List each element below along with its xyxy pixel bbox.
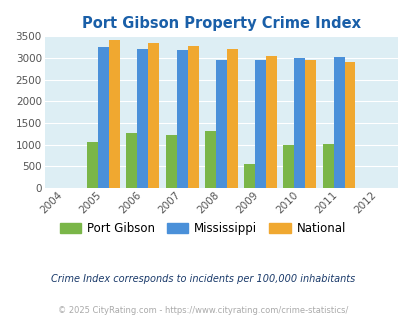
- Bar: [148, 43, 159, 188]
- Bar: [226, 49, 237, 188]
- Legend: Port Gibson, Mississippi, National: Port Gibson, Mississippi, National: [55, 217, 350, 240]
- Text: © 2025 CityRating.com - https://www.cityrating.com/crime-statistics/: © 2025 CityRating.com - https://www.city…: [58, 306, 347, 315]
- Bar: [322, 144, 333, 188]
- Bar: [283, 145, 294, 188]
- Bar: [204, 131, 215, 188]
- Bar: [126, 133, 137, 188]
- Bar: [165, 135, 176, 188]
- Bar: [187, 46, 198, 188]
- Bar: [344, 62, 355, 188]
- Bar: [305, 60, 315, 188]
- Bar: [265, 56, 276, 188]
- Bar: [254, 60, 265, 188]
- Bar: [176, 50, 187, 188]
- Bar: [215, 60, 226, 188]
- Bar: [294, 58, 305, 188]
- Title: Port Gibson Property Crime Index: Port Gibson Property Crime Index: [81, 16, 360, 31]
- Text: Crime Index corresponds to incidents per 100,000 inhabitants: Crime Index corresponds to incidents per…: [51, 274, 354, 284]
- Bar: [137, 49, 148, 188]
- Bar: [109, 40, 120, 188]
- Bar: [243, 164, 254, 188]
- Bar: [87, 142, 98, 188]
- Bar: [98, 47, 109, 188]
- Bar: [333, 57, 344, 188]
